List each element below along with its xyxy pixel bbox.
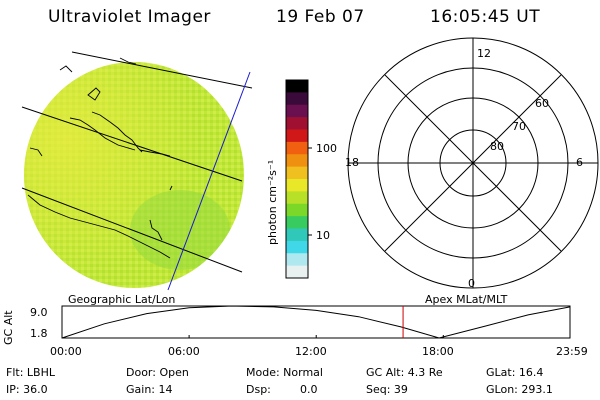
colorbar-band <box>286 216 308 229</box>
status-door: Door: Open <box>126 366 189 379</box>
status-gc-alt: GC Alt: 4.3 Re <box>366 366 443 379</box>
colorbar-band <box>286 228 308 242</box>
latlon-grid <box>21 51 253 273</box>
colorbar-band <box>286 191 308 205</box>
altitude-series-line <box>61 305 571 339</box>
xtick-0000: 00:00 <box>50 345 82 358</box>
imager-disk <box>24 62 244 288</box>
colorbar-band <box>286 117 308 130</box>
colorbar-band <box>286 141 308 155</box>
status-glon: GLon: 293.1 <box>486 383 553 396</box>
date-label: 19 Feb 07 <box>276 7 365 27</box>
colorbar-band <box>286 179 308 192</box>
mlt-label-6: 6 <box>576 156 583 169</box>
plot-title-right: Apex MLat/MLT <box>425 293 508 306</box>
instrument-title: Ultraviolet Imager <box>48 7 211 27</box>
colorbar-tick-10: 10 <box>316 229 330 242</box>
xtick-1800: 18:00 <box>422 345 454 358</box>
colorbar-band <box>286 265 308 279</box>
xtick-1200: 12:00 <box>295 345 327 358</box>
status-seq: Seq: 39 <box>366 383 408 396</box>
colorbar-band <box>286 129 308 143</box>
colorbar-tick-100: 100 <box>316 142 337 155</box>
colorbar-band <box>286 166 308 180</box>
status-dsp: Dsp: <box>246 383 271 396</box>
mlt-label-0: 0 <box>468 277 475 290</box>
polar-diag-2 <box>384 74 562 252</box>
status-gain: Gain: 14 <box>126 383 173 396</box>
xtick-2359: 23:59 <box>556 345 588 358</box>
colorbar-band <box>286 80 308 93</box>
status-mode: Mode: Normal <box>246 366 323 379</box>
lat-label-80: 80 <box>490 140 504 153</box>
status-filter: Flt: LBHL <box>6 366 55 379</box>
lat-label-60: 60 <box>535 97 549 110</box>
ytick-1-8: 1.8 <box>30 327 48 340</box>
status-dsp-value: 0.0 <box>300 383 318 396</box>
colorbar-band <box>286 154 308 168</box>
colorbar-band <box>286 240 308 254</box>
colorbar-band <box>286 203 308 217</box>
colorbar-band <box>286 253 308 267</box>
xtick-0600: 06:00 <box>168 345 200 358</box>
satellite-track <box>167 71 251 291</box>
ytick-9: 9.0 <box>30 306 48 319</box>
mlt-label-12: 12 <box>477 47 491 60</box>
time-label: 16:05:45 UT <box>430 7 541 27</box>
status-glat: GLat: 16.4 <box>486 366 544 379</box>
colorbar-band <box>286 92 308 106</box>
colorbar-band <box>286 104 308 118</box>
status-ip: IP: 36.0 <box>6 383 48 396</box>
lat-label-70: 70 <box>512 120 526 133</box>
mlt-label-18: 18 <box>345 156 359 169</box>
plot-title-left: Geographic Lat/Lon <box>68 293 176 306</box>
colorbar-frame <box>285 79 309 279</box>
